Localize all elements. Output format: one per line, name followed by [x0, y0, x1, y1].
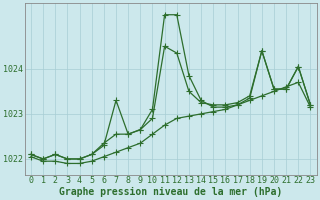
X-axis label: Graphe pression niveau de la mer (hPa): Graphe pression niveau de la mer (hPa)	[59, 186, 282, 197]
